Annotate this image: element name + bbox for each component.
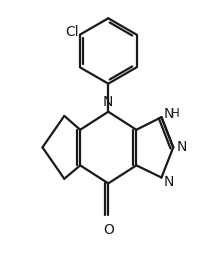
Text: N: N: [177, 140, 187, 154]
Text: N: N: [164, 107, 174, 121]
Text: N: N: [102, 95, 113, 109]
Text: Cl: Cl: [66, 25, 79, 39]
Text: H: H: [171, 107, 180, 120]
Text: O: O: [103, 223, 114, 237]
Text: N: N: [164, 175, 174, 189]
